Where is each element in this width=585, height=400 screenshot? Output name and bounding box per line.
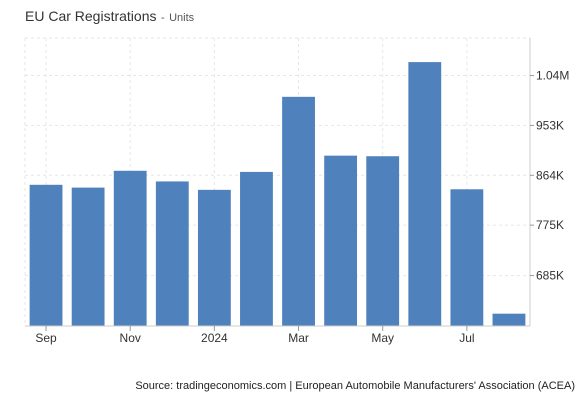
bar-oct-2023 <box>71 187 105 326</box>
x-tick-label: 2024 <box>201 331 228 345</box>
y-tick-label: 775K <box>536 218 564 232</box>
x-tick-label: Sep <box>35 331 57 345</box>
bar-jul-2024 <box>450 189 484 326</box>
chart-title: EU Car Registrations - Units <box>25 8 194 26</box>
x-tick-label: Mar <box>288 331 309 345</box>
bar-nov-2023 <box>113 170 147 326</box>
chart-title-separator: - <box>160 12 165 24</box>
bar-may-2024 <box>366 156 400 326</box>
chart-title-text: EU Car Registrations <box>25 8 157 24</box>
chart-source: Source: tradingeconomics.com | European … <box>135 380 575 392</box>
bar-feb-2024 <box>240 171 273 326</box>
bar-mar-2024 <box>282 96 315 326</box>
y-tick-label: 953K <box>536 118 564 132</box>
x-tick-label: Nov <box>120 331 141 345</box>
bar-jun-2024 <box>408 62 442 326</box>
bar-sep-2023 <box>29 184 63 326</box>
x-tick-label: May <box>371 331 394 345</box>
x-tick-label: Jul <box>459 331 474 345</box>
y-tick-label: 864K <box>536 168 564 182</box>
y-tick-label: 685K <box>536 269 564 283</box>
chart-subtitle: Units <box>169 12 195 24</box>
bar-aug-2024 <box>492 313 526 326</box>
y-tick-label: 1.04M <box>536 69 569 83</box>
bar-dec-2023 <box>155 181 189 326</box>
bar-jan-2024 <box>197 189 231 326</box>
bar-apr-2024 <box>324 155 358 326</box>
